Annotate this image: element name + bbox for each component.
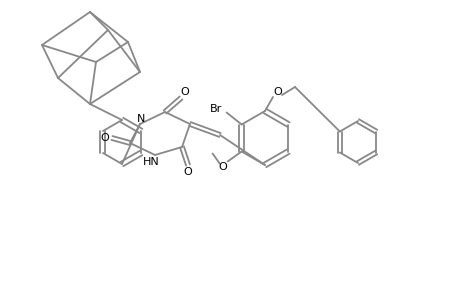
Text: N: N: [136, 114, 145, 124]
Text: Br: Br: [209, 103, 221, 113]
Text: O: O: [273, 87, 282, 97]
Text: O: O: [218, 161, 226, 172]
Text: HN: HN: [142, 157, 159, 167]
Text: O: O: [101, 133, 109, 143]
Text: O: O: [183, 167, 192, 177]
Text: O: O: [180, 87, 189, 97]
